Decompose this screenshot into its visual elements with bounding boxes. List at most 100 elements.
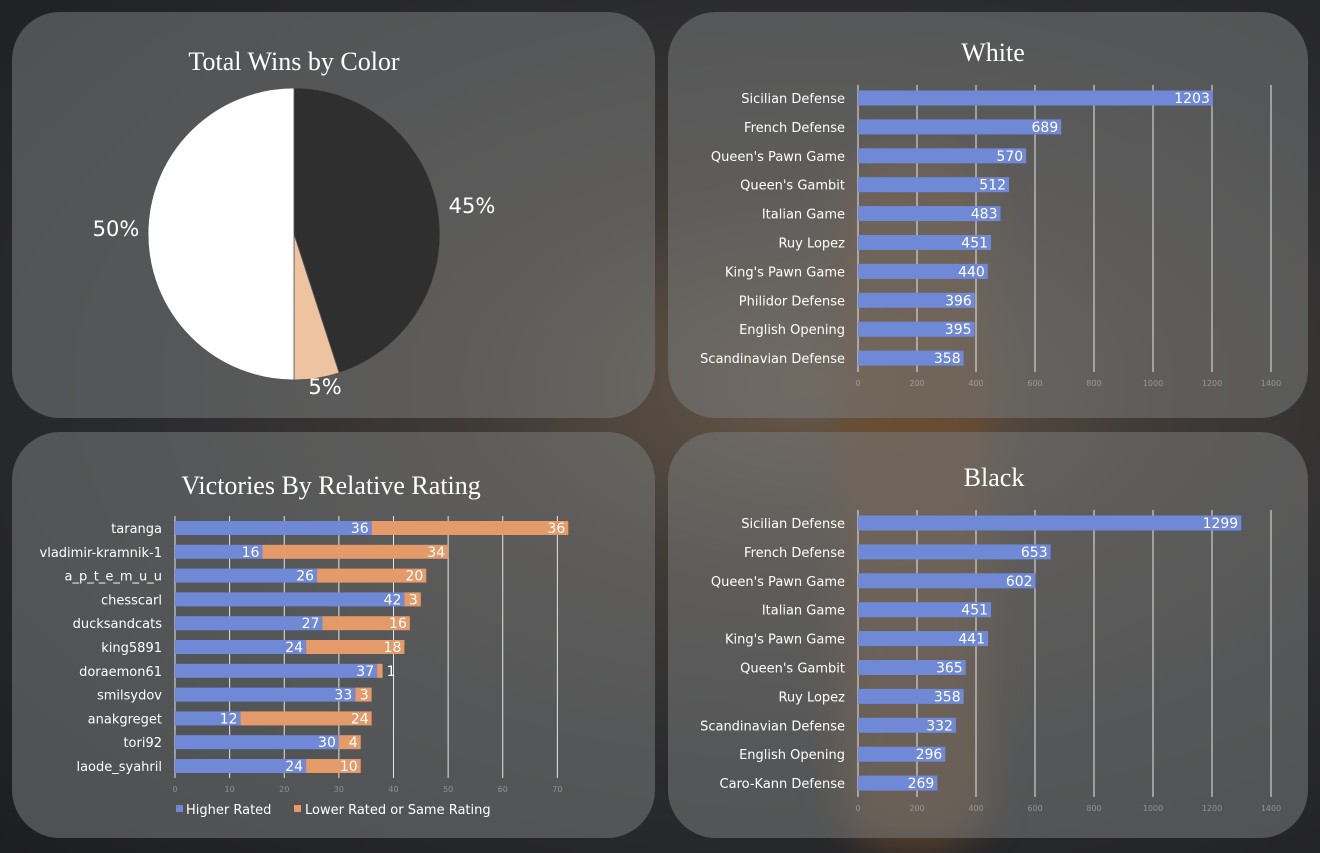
bar	[858, 235, 992, 250]
bar-value-label: 269	[908, 776, 935, 792]
category-label: Scandinavian Defense	[700, 352, 845, 367]
bar-value-label: 36	[351, 521, 369, 537]
bar-value-label: 24	[285, 759, 303, 775]
bar-value-label: 42	[384, 592, 402, 608]
bar	[317, 568, 427, 583]
pie-title: Total Wins by Color	[188, 47, 399, 76]
bar-value-label: 3	[409, 592, 418, 608]
white-bar-chart: 0 200 400 600 800 1000 1200 1400 Sicilian Defens…	[700, 85, 1281, 388]
bar	[858, 573, 1036, 589]
bar	[377, 663, 383, 678]
category-label: Queen's Gambit	[740, 662, 845, 677]
x-tick-label: 70	[552, 785, 562, 794]
bar	[858, 631, 989, 647]
bar-value-label: 365	[936, 661, 963, 677]
bar	[175, 616, 323, 631]
bar-value-label: 20	[405, 569, 423, 585]
bar	[175, 663, 378, 678]
x-tick-label: 0	[172, 785, 177, 794]
bar-value-label: 1203	[1174, 91, 1210, 107]
bar-value-label: 1299	[1203, 516, 1239, 532]
category-label: ducksandcats	[73, 617, 163, 632]
bar-value-label: 16	[242, 545, 260, 561]
bar-value-label: 36	[547, 521, 565, 537]
category-label: doraemon61	[79, 665, 162, 680]
bar	[175, 687, 356, 702]
legend-label-higher: Higher Rated	[186, 803, 271, 818]
category-label: Italian Game	[762, 208, 845, 223]
pie-slice	[147, 87, 295, 381]
x-tick-label: 400	[968, 804, 983, 813]
legend-swatch-higher	[176, 805, 183, 812]
bar-value-label: 24	[351, 711, 369, 727]
x-tick-label: 1200	[1202, 379, 1222, 388]
category-label: French Defense	[744, 121, 845, 136]
bar-value-label: 441	[958, 632, 985, 648]
bar	[858, 544, 1051, 560]
category-label: taranga	[111, 522, 162, 537]
bar	[404, 592, 421, 607]
x-tick-label: 0	[855, 804, 860, 813]
bar	[175, 640, 307, 654]
category-label: French Defense	[744, 546, 845, 561]
bar-value-label: 24	[285, 640, 303, 656]
bar-value-label: 358	[934, 689, 961, 705]
bar-value-label: 570	[996, 149, 1023, 165]
bar-value-label: 30	[318, 735, 336, 751]
bar	[858, 717, 956, 733]
category-label: vladimir-kramnik-1	[40, 546, 162, 561]
bar-value-label: 396	[945, 293, 972, 309]
bar-value-label: 483	[971, 207, 998, 223]
pie-slice-label: 5%	[308, 375, 341, 399]
bar	[306, 640, 405, 654]
x-tick-label: 60	[498, 785, 508, 794]
x-tick-label: 600	[1027, 379, 1042, 388]
bar-value-label: 37	[356, 664, 374, 680]
bar	[355, 687, 372, 702]
bar	[858, 263, 988, 279]
category-label: Queen's Pawn Game	[711, 150, 845, 165]
category-label: Queen's Pawn Game	[711, 575, 845, 590]
category-label: laode_syahril	[76, 760, 162, 775]
bar	[306, 759, 361, 773]
bar-value-label: 10	[340, 759, 358, 775]
black-bar-chart: 0 200 400 600 800 1000 1200 1400 Sicilian Defens…	[700, 510, 1281, 813]
category-label: Scandinavian Defense	[700, 719, 845, 734]
category-label: Ruy Lopez	[778, 237, 845, 252]
pie-slice-label: 50%	[93, 217, 140, 241]
bar	[858, 515, 1242, 531]
rating-chart-title: Victories By Relative Rating	[181, 471, 481, 500]
category-label: English Opening	[739, 748, 845, 763]
x-tick-label: 1400	[1261, 379, 1281, 388]
x-tick-label: 200	[909, 379, 924, 388]
bar	[175, 568, 318, 583]
bar	[338, 735, 361, 750]
x-tick-label: 400	[968, 379, 983, 388]
bar	[858, 688, 964, 704]
pie-chart: 45% 5% 50%	[93, 87, 495, 399]
bar-value-label: 332	[926, 718, 953, 734]
bar-value-label: 395	[945, 322, 972, 338]
category-label: smilsydov	[97, 689, 162, 704]
x-tick-label: 800	[1086, 379, 1101, 388]
bar-value-label: 653	[1021, 545, 1048, 561]
bar-value-label: 451	[961, 236, 988, 252]
category-label: King's Pawn Game	[725, 633, 845, 648]
category-label: Sicilian Defense	[741, 517, 845, 532]
x-tick-label: 20	[279, 785, 289, 794]
category-label: anakgreget	[88, 712, 162, 727]
bar	[175, 544, 263, 559]
bar-value-label: 440	[958, 264, 985, 280]
bar-value-label: 602	[1006, 574, 1033, 590]
category-label: king5891	[101, 641, 162, 656]
bar-value-label: 3	[360, 688, 369, 704]
category-label: chesscarl	[101, 593, 162, 608]
bar-value-label: 16	[389, 616, 407, 632]
x-tick-label: 1200	[1202, 804, 1222, 813]
x-tick-label: 30	[334, 785, 344, 794]
bar-value-label: 451	[961, 603, 988, 619]
black-chart-title: Black	[964, 463, 1025, 492]
category-label: Italian Game	[762, 604, 845, 619]
x-tick-label: 1400	[1261, 804, 1281, 813]
